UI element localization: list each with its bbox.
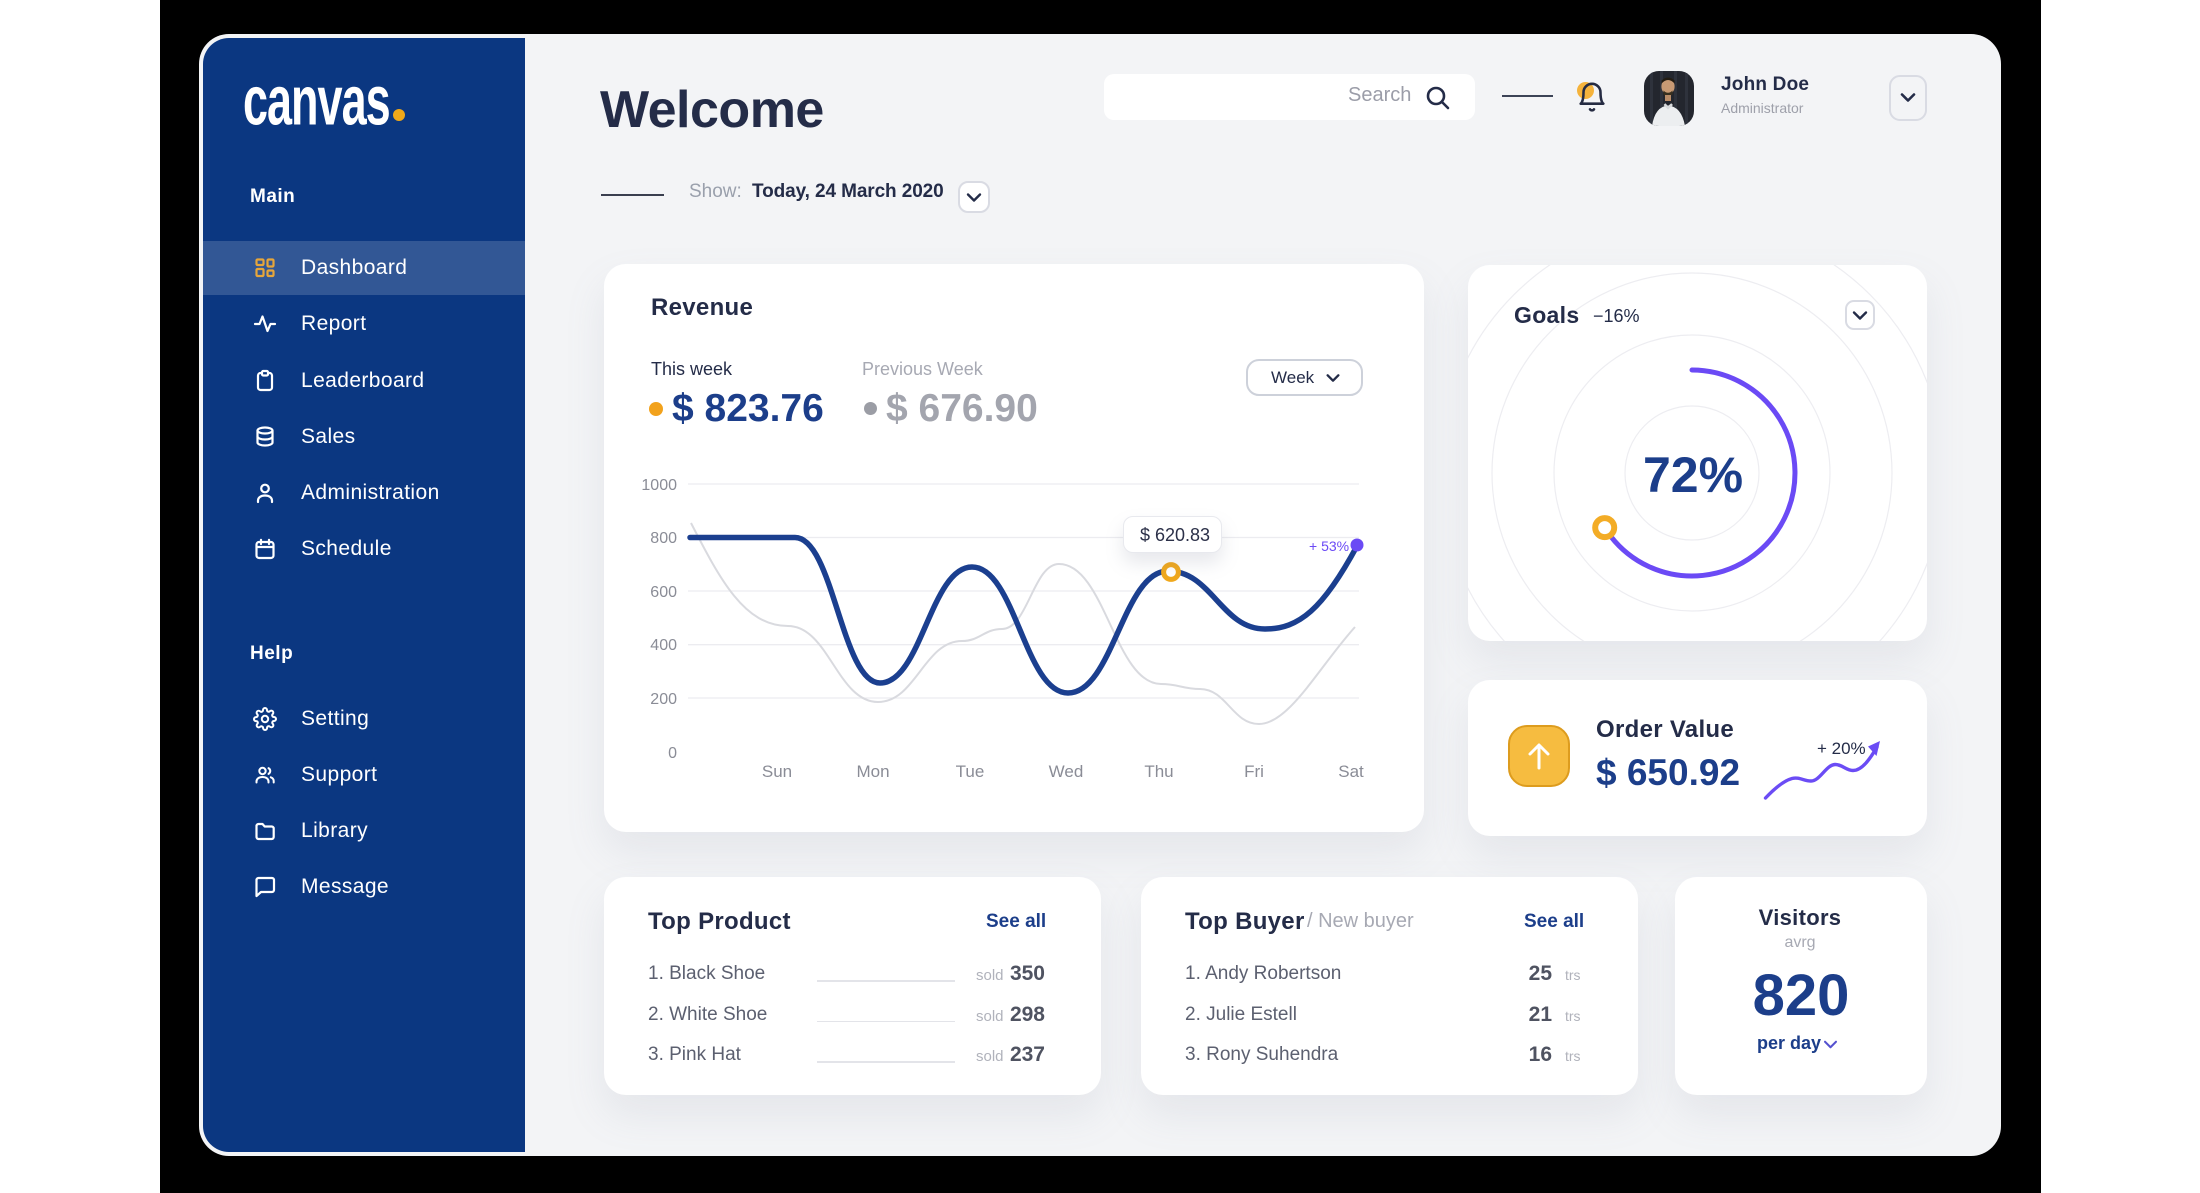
svg-text:Thu: Thu xyxy=(1144,762,1173,781)
svg-text:Sun: Sun xyxy=(762,762,792,781)
svg-text:Wed: Wed xyxy=(1049,762,1084,781)
svg-text:1000: 1000 xyxy=(641,477,677,494)
svg-text:Tue: Tue xyxy=(956,762,985,781)
svg-text:Sat: Sat xyxy=(1338,762,1364,781)
svg-text:Fri: Fri xyxy=(1244,762,1264,781)
svg-text:200: 200 xyxy=(650,691,677,708)
svg-text:0: 0 xyxy=(668,745,677,762)
svg-text:600: 600 xyxy=(650,584,677,601)
svg-text:Mon: Mon xyxy=(856,762,889,781)
svg-text:800: 800 xyxy=(650,530,677,547)
svg-text:400: 400 xyxy=(650,637,677,654)
